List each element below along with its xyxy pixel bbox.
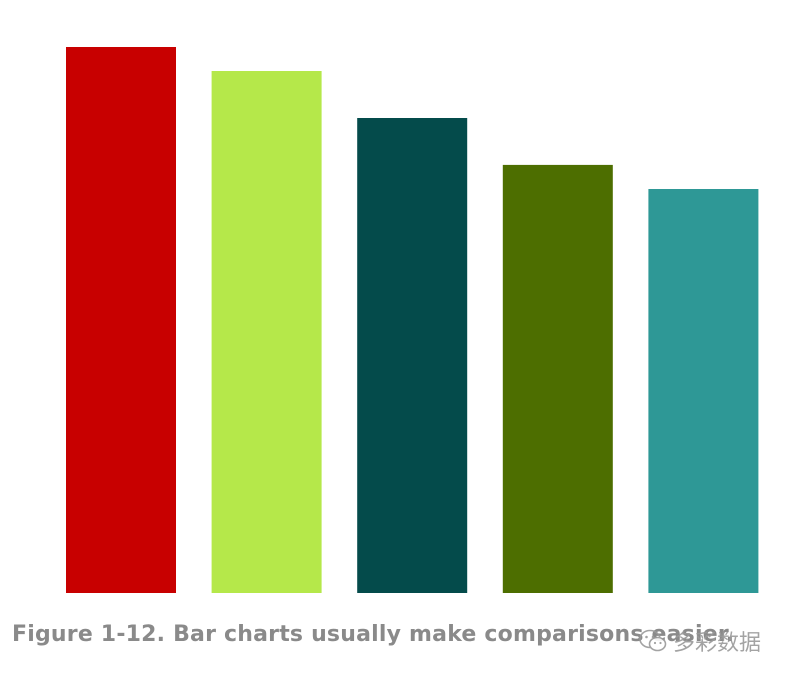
watermark: 多彩数据 — [638, 626, 761, 656]
bar-5 — [648, 189, 759, 593]
watermark-text: 多彩数据 — [673, 631, 762, 656]
bar-2 — [211, 71, 322, 593]
wechat-logo-icon — [639, 629, 667, 652]
bar-4 — [502, 164, 613, 593]
figure-caption: Figure 1-12. Bar charts usually make com… — [12, 622, 735, 647]
bar-1 — [66, 47, 176, 593]
bar-3 — [357, 118, 468, 593]
